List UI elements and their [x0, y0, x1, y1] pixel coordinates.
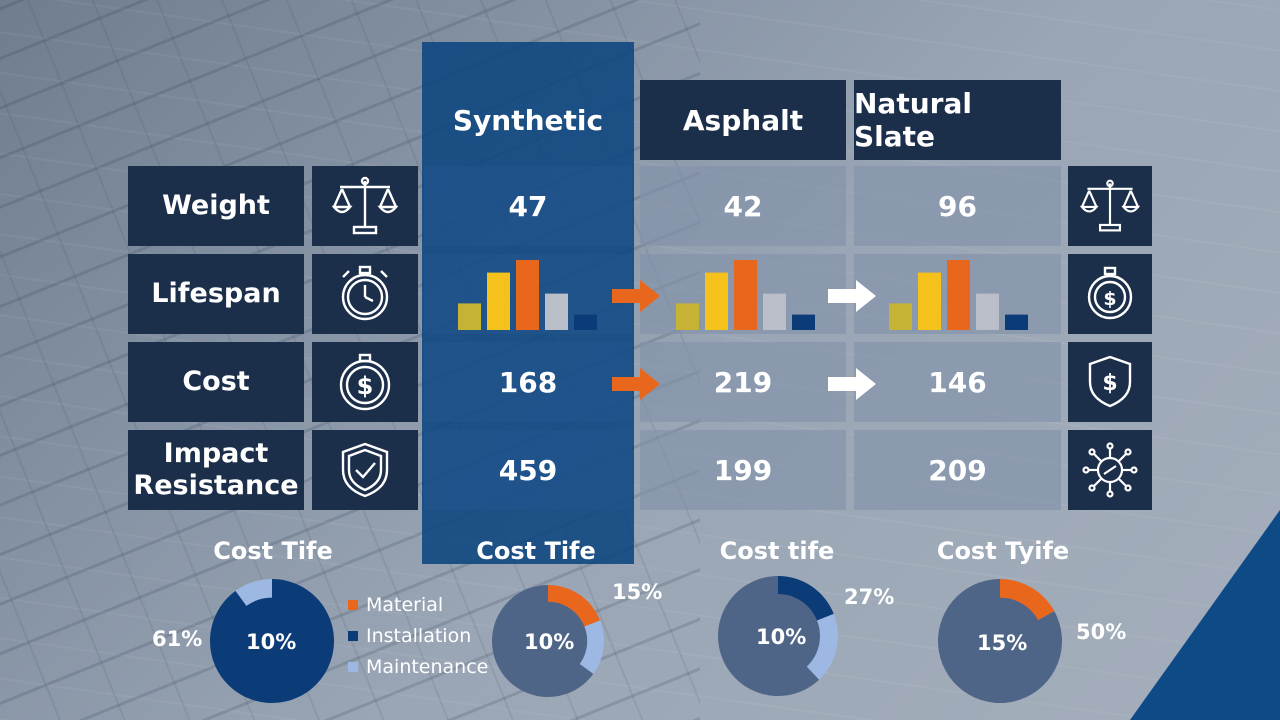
cell-weight-natural-slate: 96: [854, 166, 1061, 246]
stopwatch-icon: [341, 265, 389, 321]
legend-label-maintenance: Maintenance: [366, 656, 489, 678]
cell-cost-asphalt: 219: [640, 342, 846, 422]
shield-check-icon: [341, 442, 389, 498]
lifespan-bar-asphalt-1: [676, 303, 699, 330]
lifespan-bar-synthetic-3: [516, 260, 539, 330]
corner-accent: [1130, 510, 1280, 720]
pie-title-4: Cost Tyife: [936, 537, 1070, 565]
legend-maintenance: Maintenance: [348, 656, 488, 678]
cost-right-icon-box: $: [1068, 342, 1152, 422]
pie-2-center-disc: [508, 601, 588, 681]
white-arrow-icon: [828, 280, 876, 312]
cost-icon-box: $: [312, 342, 418, 422]
cell-cost-synthetic: 168: [424, 342, 632, 422]
pie-center-label-1: 10%: [246, 630, 297, 654]
scale-icon: [1080, 179, 1140, 232]
svg-text:$: $: [357, 372, 374, 400]
dollar-shield-icon: $: [1088, 355, 1132, 408]
pie-outer-label-2: 15%: [612, 580, 663, 604]
lifespan-bar-synthetic-5: [574, 314, 597, 330]
cell-impact-natural-slate: 209: [854, 430, 1061, 510]
pie-center-label-2: 10%: [524, 630, 575, 654]
legend-label-material: Material: [366, 594, 444, 616]
row-label-weight: Weight: [128, 166, 304, 246]
lifespan-bar-synthetic-1: [458, 303, 481, 330]
pie-outer-label-1: 61%: [152, 627, 203, 651]
header-asphalt: Asphalt: [640, 80, 846, 160]
lifespan-bar-synthetic-4: [545, 293, 568, 330]
pie-outer-label-4: 50%: [1076, 620, 1127, 644]
impact-icon-box: [312, 430, 418, 510]
stopwatch-dollar-icon: $: [1087, 266, 1133, 320]
lifespan-icon-box: [312, 254, 418, 334]
lifespan-bar-synthetic-2: [487, 272, 510, 330]
lifespan-bar-asphalt-5: [792, 314, 815, 330]
cell-impact-asphalt: 199: [640, 430, 846, 510]
row-label-lifespan: Lifespan: [128, 254, 304, 334]
lifespan-bar-natural-slate-2: [918, 272, 941, 330]
legend-swatch-maintenance: [348, 662, 358, 672]
lifespan-bar-natural-slate-5: [1005, 314, 1028, 330]
virus-icon: [1082, 442, 1138, 498]
cell-impact-synthetic: 459: [424, 430, 632, 510]
row-label-cost: Cost: [128, 342, 304, 422]
pie-center-label-3: 10%: [756, 625, 807, 649]
lifespan-right-icon-box: $: [1068, 254, 1152, 334]
lifespan-bar-natural-slate-3: [947, 260, 970, 330]
legend-installation: Installation: [348, 625, 471, 647]
legend-material: Material: [348, 594, 443, 616]
orange-arrow-icon: [612, 368, 660, 400]
lifespan-bar-asphalt-2: [705, 272, 728, 330]
pie-title-1: Cost Tife: [213, 537, 333, 565]
pie-title-2: Cost Tife: [476, 537, 596, 565]
pie-center-label-4: 15%: [977, 631, 1028, 655]
pie-4-center-disc: [956, 597, 1044, 685]
lifespan-bar-asphalt-3: [734, 260, 757, 330]
legend-label-installation: Installation: [366, 625, 472, 647]
pie-1-center-disc: [228, 597, 316, 685]
row-label-impact-line2: Resistance: [133, 470, 299, 501]
pie-outer-label-3: 27%: [844, 585, 895, 609]
weight-right-icon-box: [1068, 166, 1152, 246]
pie-title-3: Cost tife: [719, 537, 835, 565]
header-synthetic: Synthetic: [452, 103, 604, 137]
cell-weight-synthetic: 47: [424, 166, 632, 246]
dollar-coin-icon: $: [339, 353, 391, 411]
header-natural-slate: Natural Slate: [854, 80, 1061, 160]
row-label-impact-line1: Impact: [163, 438, 269, 469]
lifespan-bar-natural-slate-1: [889, 303, 912, 330]
orange-arrow-icon: [612, 280, 660, 312]
weight-icon-box: [312, 166, 418, 246]
scale-icon: [332, 176, 398, 235]
cell-cost-natural-slate: 146: [854, 342, 1061, 422]
legend-swatch-installation: [348, 631, 358, 641]
lifespan-bar-asphalt-4: [763, 293, 786, 330]
svg-text:$: $: [1103, 288, 1116, 310]
white-arrow-icon: [828, 368, 876, 400]
legend-swatch-material: [348, 600, 358, 610]
row-label-impact-resistance: Impact Resistance: [128, 430, 304, 510]
svg-text:$: $: [1102, 371, 1117, 396]
cell-weight-asphalt: 42: [640, 166, 846, 246]
lifespan-bar-natural-slate-4: [976, 293, 999, 330]
impact-right-icon-box: [1068, 430, 1152, 510]
pie-3-center-disc: [736, 594, 820, 678]
